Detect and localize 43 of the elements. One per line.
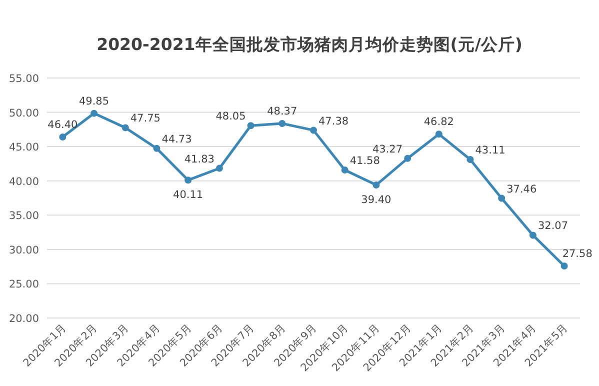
- point: [216, 164, 223, 172]
- point: [404, 154, 412, 162]
- y-tick-label: 45.00: [8, 142, 39, 154]
- point: [184, 176, 192, 184]
- point: [122, 124, 129, 132]
- point: [435, 130, 442, 138]
- data-label: 27.58: [562, 248, 592, 260]
- point: [59, 133, 66, 140]
- chart-title: 2020-2021年全国批发市场猪肉月均价走势图(元/公斤): [96, 35, 522, 54]
- data-label: 41.83: [184, 153, 214, 166]
- y-tick-label: 55.00: [8, 73, 39, 85]
- data-label: 47.38: [318, 115, 349, 128]
- data-label: 43.27: [372, 143, 403, 156]
- point: [310, 126, 317, 134]
- data-label: 37.46: [506, 183, 537, 196]
- data-label: 44.73: [162, 133, 192, 146]
- data-label: 48.05: [216, 110, 246, 123]
- data-label: 47.75: [130, 112, 160, 125]
- data-label: 49.85: [79, 95, 110, 108]
- point: [529, 232, 536, 239]
- data-label: 39.40: [361, 194, 392, 206]
- point: [498, 194, 506, 202]
- data-label: 32.07: [538, 220, 568, 232]
- y-tick-label: 20.00: [8, 313, 39, 325]
- data-label: 40.11: [173, 189, 204, 202]
- data-label: 46.82: [424, 116, 454, 128]
- data-label: 46.40: [48, 118, 78, 131]
- y-tick-label: 25.00: [8, 278, 39, 291]
- point: [90, 110, 98, 117]
- data-label: 43.11: [475, 144, 506, 157]
- point: [372, 181, 380, 188]
- point: [341, 166, 348, 174]
- y-tick-label: 40.00: [8, 176, 39, 188]
- data-label: 41.58: [350, 155, 380, 168]
- point: [560, 262, 568, 270]
- point: [153, 144, 160, 152]
- point: [466, 156, 474, 164]
- point: [278, 120, 286, 127]
- point: [247, 122, 254, 130]
- y-tick-label: 35.00: [8, 210, 39, 222]
- y-tick-label: 50.00: [8, 107, 39, 120]
- data-label: 48.37: [267, 105, 298, 118]
- y-tick-label: 30.00: [8, 244, 39, 256]
